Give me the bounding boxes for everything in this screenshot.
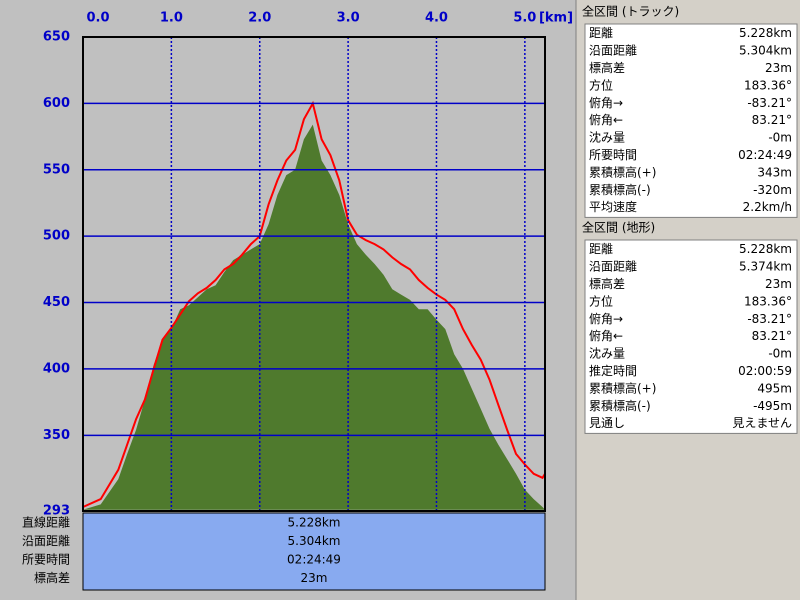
- x-tick-label: 1.0: [160, 11, 183, 26]
- summary-box: [82, 512, 546, 591]
- row-value: -83.21°: [747, 312, 792, 326]
- x-tick-label: 4.0: [425, 11, 448, 26]
- row-value: 02:00:59: [738, 364, 792, 378]
- y-tick-label: 550: [43, 162, 70, 177]
- panel-table: [584, 23, 798, 218]
- row-value: 5.228km: [739, 242, 792, 256]
- row-value: 5.374km: [739, 260, 792, 274]
- row-value: 23m: [765, 61, 792, 75]
- row-value: 23m: [765, 277, 792, 291]
- y-tick-label: 600: [43, 96, 70, 111]
- row-label: 方位: [589, 293, 613, 308]
- summary-label: 直線距離: [22, 515, 70, 530]
- row-value: -0m: [768, 347, 792, 361]
- panel-title: 全区間 (地形): [582, 220, 655, 235]
- row-label: 俯角→: [589, 95, 623, 110]
- row-label: 俯角←: [589, 328, 623, 343]
- summary-value: 5.304km: [288, 534, 341, 548]
- y-tick-label: 500: [43, 229, 70, 244]
- row-label: 累積標高(+): [589, 164, 656, 179]
- panel-title: 全区間 (トラック): [582, 4, 679, 19]
- row-label: 沿面距離: [589, 260, 637, 274]
- row-label: 俯角←: [589, 112, 623, 127]
- x-axis-unit: [km]: [539, 11, 573, 26]
- row-label: 俯角→: [589, 311, 623, 326]
- y-tick-label: 450: [43, 295, 70, 310]
- row-value: 5.304km: [739, 44, 792, 58]
- row-label: 標高差: [589, 276, 625, 291]
- row-value: 183.36°: [744, 294, 792, 308]
- row-value: 83.21°: [752, 329, 792, 343]
- row-value: 83.21°: [752, 113, 792, 127]
- row-value: 見えません: [732, 416, 792, 430]
- row-value: -320m: [753, 183, 792, 197]
- row-label: 見通し: [589, 416, 625, 430]
- row-label: 沿面距離: [589, 44, 637, 58]
- summary-label: 標高差: [34, 570, 70, 585]
- track-line: [82, 100, 546, 508]
- row-value: -495m: [753, 399, 792, 413]
- row-label: 方位: [589, 77, 613, 92]
- summary-value: 23m: [301, 571, 328, 585]
- row-value: 343m: [757, 165, 792, 179]
- terrain-area: [83, 124, 545, 510]
- x-tick-label: 0.0: [86, 11, 109, 26]
- row-value: 183.36°: [744, 78, 792, 92]
- y-tick-label: 400: [43, 361, 70, 376]
- x-tick-label: 5.0: [513, 11, 536, 26]
- panel-table: [584, 239, 798, 434]
- row-label: 沈み量: [589, 346, 625, 361]
- summary-label: 沿面距離: [22, 534, 70, 548]
- row-label: 累積標高(-): [589, 398, 651, 413]
- row-label: 所要時間: [589, 148, 637, 162]
- x-tick-label: 2.0: [248, 11, 271, 26]
- plot-border: [82, 36, 546, 512]
- x-tick-label: 3.0: [337, 11, 360, 26]
- row-value: 2.2km/h: [743, 200, 792, 214]
- row-label: 推定時間: [589, 363, 637, 378]
- row-value: -83.21°: [747, 96, 792, 110]
- row-value: 495m: [757, 381, 792, 395]
- summary-label: 所要時間: [22, 553, 70, 567]
- row-label: 沈み量: [589, 130, 625, 145]
- row-label: 平均速度: [589, 199, 637, 214]
- summary-value: 5.228km: [288, 516, 341, 530]
- row-label: 標高差: [589, 60, 625, 75]
- row-label: 距離: [589, 242, 613, 256]
- summary-value: 02:24:49: [287, 553, 341, 567]
- row-value: -0m: [768, 131, 792, 145]
- row-label: 累積標高(-): [589, 182, 651, 197]
- row-value: 02:24:49: [738, 148, 792, 162]
- y-tick-label: 650: [43, 30, 70, 45]
- row-label: 累積標高(+): [589, 380, 656, 395]
- y-tick-label: 350: [43, 428, 70, 443]
- row-value: 5.228km: [739, 26, 792, 40]
- row-label: 距離: [589, 26, 613, 40]
- y-tick-label: 293: [43, 504, 70, 519]
